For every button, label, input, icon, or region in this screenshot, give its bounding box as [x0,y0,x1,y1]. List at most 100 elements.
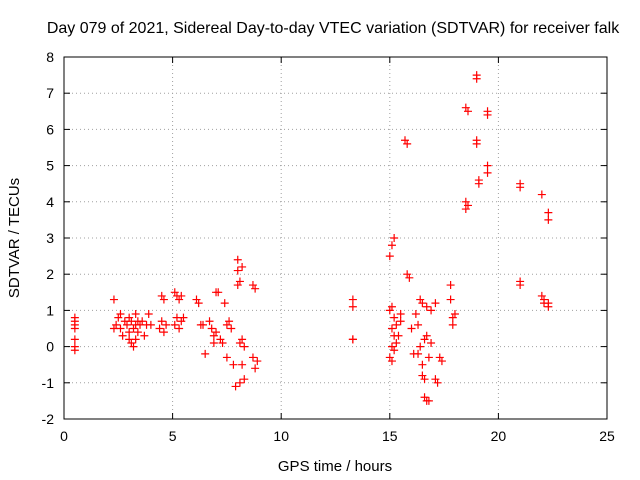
data-point [516,183,525,192]
data-point [474,176,483,185]
data-point [422,302,431,311]
data-point [463,201,472,210]
data-point [390,313,399,322]
data-point [396,310,405,319]
data-point [192,295,201,304]
data-point [403,270,412,279]
data-point [159,295,168,304]
data-point [157,317,166,326]
data-point [162,320,171,329]
data-point [387,302,396,311]
data-point [411,310,420,319]
data-point [209,338,218,347]
data-point [385,353,394,362]
data-point [125,328,134,337]
data-point [229,360,238,369]
data-point [537,190,546,199]
data-point [437,357,446,366]
data-point [170,320,179,329]
data-point [233,281,242,290]
data-point [450,310,459,319]
data-point [427,306,436,315]
data-point [448,313,457,322]
data-point [109,295,118,304]
y-tick-label: 3 [46,230,54,246]
data-point [544,208,553,217]
data-point [179,313,188,322]
y-tick-label: 1 [46,302,54,318]
data-point [238,360,247,369]
data-point [238,262,247,271]
data-point [390,346,399,355]
data-point [431,299,440,308]
data-point [416,342,425,351]
x-tick-label: 15 [382,428,398,444]
data-point [392,320,401,329]
data-point [114,313,123,322]
data-point [209,331,218,340]
data-point [420,375,429,384]
data-point [483,110,492,119]
data-point [129,324,138,333]
data-point [112,320,121,329]
x-tick-label: 0 [60,428,68,444]
data-point [140,331,149,340]
data-point [194,299,203,308]
data-point [253,357,262,366]
data-point [157,291,166,300]
data-point [387,324,396,333]
data-point [216,335,225,344]
data-point [222,353,231,362]
y-tick-label: 2 [46,266,54,282]
data-point [544,215,553,224]
y-tick-label: -2 [42,411,55,427]
y-axis-label: SDTVAR / TECUs [6,178,23,298]
data-point [118,331,127,340]
data-point [240,342,249,351]
data-point [170,288,179,297]
data-point [240,375,249,384]
data-point [205,317,214,326]
data-point [175,324,184,333]
data-point [418,360,427,369]
data-point [387,241,396,250]
data-point [416,295,425,304]
data-point [238,335,247,344]
data-point [199,320,208,329]
data-point [387,342,396,351]
data-point [472,139,481,148]
data-point [483,168,492,177]
data-point [544,302,553,311]
data-point [422,331,431,340]
data-point [387,357,396,366]
data-point [251,284,260,293]
data-point [414,320,423,329]
data-point [424,396,433,405]
data-point [225,317,234,326]
data-point [420,393,429,402]
y-tick-label: -1 [42,375,55,391]
data-point [446,281,455,290]
data-point [146,320,155,329]
data-point [433,378,442,387]
data-point [385,306,394,315]
y-tick-label: 6 [46,121,54,137]
data-point [218,338,227,347]
data-point [227,324,236,333]
data-point [214,288,223,297]
data-point [448,320,457,329]
data-point [405,273,414,282]
data-point [231,382,240,391]
data-point [435,353,444,362]
data-point [222,320,231,329]
data-point [129,342,138,351]
data-point [390,234,399,242]
data-point [251,364,260,373]
data-point [125,313,134,322]
data-point [235,277,244,286]
data-point [348,295,357,304]
data-point [537,291,546,300]
data-point [233,255,242,264]
x-tick-label: 5 [169,428,177,444]
